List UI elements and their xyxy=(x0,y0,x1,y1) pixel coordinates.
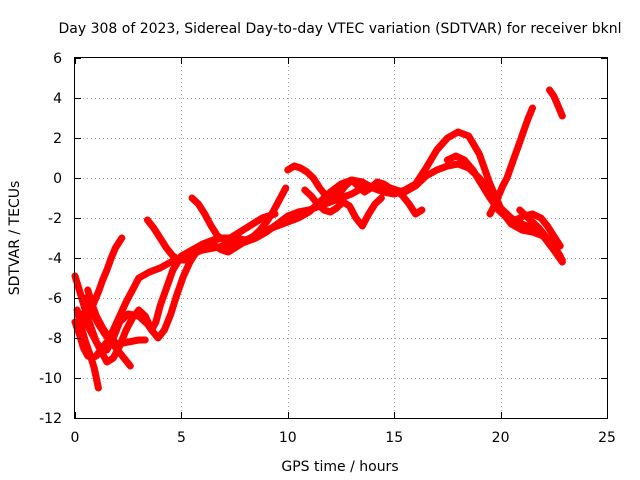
series-track-13 xyxy=(486,104,536,218)
x-tick-label: 10 xyxy=(279,430,297,446)
plot-frame xyxy=(74,57,608,419)
y-tick-label: 0 xyxy=(53,171,62,187)
series-track-7 xyxy=(86,234,126,316)
series-plus-markers xyxy=(301,186,385,230)
tick-layer: 0 5 10 15 20 25 -12 -10 -8 -6 -4 -2 0 2 4 6 xyxy=(39,51,616,446)
series-layer xyxy=(71,86,566,392)
y-tick-label: -10 xyxy=(39,371,62,387)
y-tick-label: -2 xyxy=(48,211,62,227)
y-tick-label: -8 xyxy=(48,331,62,347)
series-track-9 xyxy=(188,194,279,244)
y-tick-label: 6 xyxy=(53,51,62,67)
chart-title: Day 308 of 2023, Sidereal Day-to-day VTE… xyxy=(59,21,622,37)
x-tick-label: 15 xyxy=(385,430,403,446)
y-tick-label: -6 xyxy=(48,291,62,307)
series-track-10 xyxy=(284,162,426,218)
series-track-11 xyxy=(301,186,385,230)
series-track-6 xyxy=(82,294,134,370)
x-tick-label: 25 xyxy=(598,430,616,446)
y-axis-label: SDTVAR / TECUs xyxy=(7,181,23,296)
y-tick-label: -12 xyxy=(39,411,62,427)
series-plus-markers xyxy=(486,104,536,218)
series-plus-markers xyxy=(516,206,566,264)
x-tick-label: 5 xyxy=(177,430,186,446)
series-track-3 xyxy=(77,184,290,366)
x-axis-label: GPS time / hours xyxy=(281,459,398,475)
series-plus-markers xyxy=(73,306,102,392)
x-tick-label: 20 xyxy=(492,430,510,446)
x-tick-label: 0 xyxy=(71,430,80,446)
series-track-15 xyxy=(546,86,566,120)
series-plus-markers xyxy=(143,216,190,264)
series-plus-markers xyxy=(546,86,566,120)
y-tick-label: 4 xyxy=(53,91,62,107)
series-track-12 xyxy=(443,152,564,250)
series-track-8 xyxy=(143,216,190,264)
series-plus-markers xyxy=(284,162,426,218)
series-track-14 xyxy=(516,206,566,264)
y-tick-label: 2 xyxy=(53,131,62,147)
series-plus-markers xyxy=(82,294,134,370)
y-tick-label: -4 xyxy=(48,251,62,267)
series-plus-markers xyxy=(86,234,126,316)
series-track-4 xyxy=(73,306,102,392)
series-plus-markers xyxy=(188,194,279,244)
